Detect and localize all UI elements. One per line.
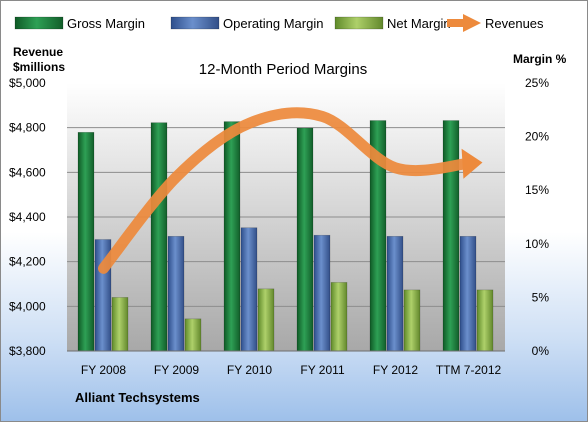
x-tick-label: FY 2008 (81, 363, 126, 377)
y-right-tick-label: 0% (532, 344, 550, 358)
operating-margin-bar (240, 227, 258, 352)
y-left-tick-label: $4,400 (9, 210, 46, 224)
operating-margin-bar (459, 235, 477, 352)
gross-margin-bar (442, 120, 460, 352)
y-left-tick-label: $4,000 (9, 299, 46, 313)
y-left-tick-label: $4,200 (9, 255, 46, 269)
x-tick-label: FY 2011 (300, 363, 345, 377)
legend-swatch (170, 16, 220, 30)
y-left-title-line2: $millions (13, 60, 65, 74)
legend-swatch (14, 16, 64, 30)
y-left-tick-label: $4,600 (9, 165, 46, 179)
y-left-title-line1: Revenue (13, 45, 63, 59)
net-margin-bar (184, 318, 202, 352)
operating-margin-bar (386, 235, 404, 352)
net-margin-bar (476, 289, 494, 352)
x-tick-label: FY 2010 (227, 363, 272, 377)
y-left-tick-label: $3,800 (9, 344, 46, 358)
operating-margin-bar (167, 235, 185, 352)
legend-swatch (334, 16, 384, 30)
y-right-tick-label: 15% (525, 183, 549, 197)
company-name: Alliant Techsystems (75, 390, 200, 405)
x-tick-label: TTM 7-2012 (436, 363, 502, 377)
legend: Gross Margin Operating Margin Net Margin Re… (14, 14, 544, 32)
gross-margin-bar (223, 121, 241, 352)
net-margin-bar (330, 282, 348, 352)
legend-label: Revenues (485, 16, 544, 31)
net-margin-bar (403, 289, 421, 352)
y-left-tick-label: $5,000 (9, 76, 46, 90)
net-margin-bar (257, 288, 275, 352)
y-right-tick-label: 10% (525, 237, 549, 251)
legend-revenue-arrow-head (463, 14, 481, 32)
y-right-tick-label: 25% (525, 76, 549, 90)
revenue-arrow-head (461, 148, 483, 179)
x-tick-label: FY 2009 (154, 363, 199, 377)
revenue-line-path (98, 107, 474, 274)
operating-margin-bar (313, 234, 331, 352)
y-right-title: Margin % (513, 52, 567, 66)
net-margin-bar (111, 297, 129, 352)
gross-margin-bar (296, 127, 314, 352)
y-left-tick-label: $4,800 (9, 121, 46, 135)
legend-label: Gross Margin (67, 16, 145, 31)
y-right-tick-label: 5% (532, 290, 550, 304)
gross-margin-bar (77, 132, 95, 352)
chart-title: 12-Month Period Margins (199, 61, 367, 78)
legend-label: Operating Margin (223, 16, 323, 31)
y-right-tick-label: 20% (525, 130, 549, 144)
legend-label: Net Margin (387, 16, 451, 31)
revenue-line (98, 107, 483, 274)
axes: $3,800 $4,000 $4,200 $4,400 $4,600 $4,800 $5,0… (9, 76, 549, 377)
x-tick-label: FY 2012 (373, 363, 418, 377)
gross-margin-bar (150, 122, 168, 352)
